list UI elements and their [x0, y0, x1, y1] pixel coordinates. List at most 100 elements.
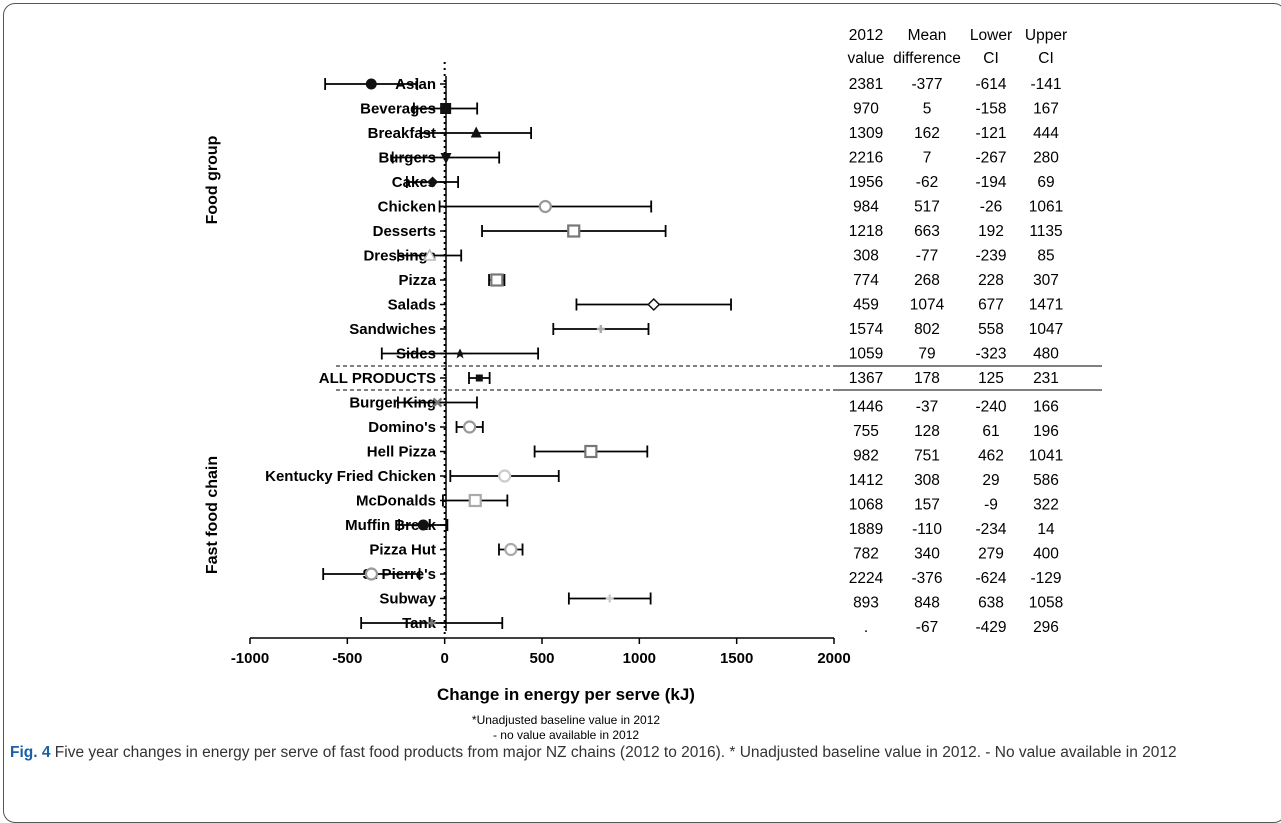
table-cell: 167 — [1033, 101, 1059, 118]
row-burger-king: Burger King — [349, 395, 478, 412]
table-cell: 61 — [982, 423, 999, 440]
point-marker — [440, 153, 452, 164]
row-label: Desserts — [373, 223, 436, 240]
table-header: difference — [893, 50, 961, 67]
fast-food-chain-label: Fast food chain — [204, 456, 221, 574]
table-cell: 69 — [1037, 174, 1054, 191]
table-cell: -37 — [916, 399, 938, 416]
table-cell: -129 — [1030, 570, 1061, 587]
table-cell: 1061 — [1029, 199, 1063, 216]
table-cell: 558 — [978, 321, 1004, 338]
table-cell: 638 — [978, 595, 1004, 612]
row-label: Muffin Break — [345, 517, 437, 534]
point-marker — [440, 103, 452, 114]
table-cell: 663 — [914, 223, 940, 240]
table-cell: 2381 — [849, 76, 883, 93]
footnote-2: - no value available in 2012 — [493, 728, 639, 740]
point-marker — [504, 542, 518, 557]
table-cell: 125 — [978, 370, 1004, 387]
point-marker — [422, 248, 437, 261]
x-tick-label: -1000 — [231, 650, 269, 667]
table-cell: 2224 — [849, 570, 884, 587]
row-muffin-break: Muffin Break — [345, 517, 449, 534]
table-cell: 677 — [978, 297, 1004, 314]
table-header: value — [847, 50, 884, 67]
table-cell: -234 — [975, 521, 1006, 538]
table-cell: -194 — [975, 174, 1006, 191]
point-marker — [427, 619, 436, 627]
table-cell: 586 — [1033, 472, 1059, 489]
table-cell: -62 — [916, 174, 938, 191]
point-marker — [470, 126, 482, 138]
caption-label: Fig. 4 — [10, 744, 51, 761]
table-cell: 1047 — [1029, 321, 1063, 338]
point-marker — [498, 469, 512, 483]
table-cell: 1367 — [849, 370, 883, 387]
table-cell: 751 — [914, 448, 940, 465]
table-cell: 178 — [914, 370, 940, 387]
point-marker — [455, 348, 466, 359]
point-marker — [427, 176, 439, 188]
table-cell: -77 — [916, 248, 938, 265]
row-asian: Asian — [324, 76, 446, 93]
row-cakes: Cakes — [392, 174, 459, 191]
table-cell: -110 — [912, 521, 942, 538]
row-label: Pizza Hut — [369, 542, 436, 559]
x-tick-label: 0 — [440, 650, 448, 667]
point-marker — [490, 273, 504, 287]
table-cell: 308 — [914, 472, 940, 489]
footnote-1: *Unadjusted baseline value in 2012 — [472, 713, 660, 727]
table-header: Upper — [1025, 27, 1067, 44]
row-sandwiches: Sandwiches — [349, 321, 650, 338]
table-cell: 970 — [853, 101, 879, 118]
row-pizza: Pizza — [398, 272, 506, 289]
point-marker — [364, 567, 379, 581]
point-marker — [584, 444, 598, 459]
table-cell: -614 — [975, 76, 1006, 93]
table-cell: -267 — [975, 150, 1006, 167]
table-cell: 444 — [1033, 125, 1059, 142]
table-cell: 1309 — [849, 125, 883, 142]
table-cell: 1074 — [910, 297, 945, 314]
row-tank: Tank — [360, 615, 504, 632]
food-group-label: Food group — [204, 135, 221, 224]
row-label: Pizza — [398, 272, 436, 289]
table-cell: 1135 — [1029, 223, 1062, 240]
row-label: Subway — [379, 591, 436, 608]
row-st-pierre-s: St Pierre's — [322, 566, 446, 583]
row-label: Breakfast — [368, 125, 436, 142]
row-label: Burger King — [349, 395, 436, 412]
caption-text: Five year changes in energy per serve of… — [50, 744, 1177, 761]
table-cell: 231 — [1033, 370, 1059, 387]
value-table: 2012 value Mean difference Lower CI Upper CI 238… — [836, 27, 1102, 636]
axis-text: Food group Fast food chain Change in ene… — [204, 135, 695, 740]
table-cell: 1412 — [849, 472, 883, 489]
point-marker — [475, 374, 483, 382]
table-header: Lower — [970, 27, 1012, 44]
row-subway: Subway — [379, 591, 652, 608]
row-label: McDonalds — [356, 493, 436, 510]
table-cell: 128 — [914, 423, 940, 440]
row-pizza-hut: Pizza Hut — [369, 542, 524, 559]
row-dressings: Dressings — [363, 248, 463, 265]
table-cell: 1059 — [849, 346, 883, 363]
table-cell: 268 — [914, 272, 940, 289]
row-salads: Salads — [388, 297, 732, 314]
table-cell: 755 — [853, 423, 879, 440]
table-cell: -377 — [911, 76, 942, 93]
x-tick-label: 500 — [529, 650, 554, 667]
table-cell: -121 — [975, 125, 1006, 142]
table-cell: -9 — [984, 497, 998, 514]
row-desserts: Desserts — [373, 223, 667, 240]
row-domino-s: Domino's — [368, 419, 484, 436]
table-cell: 802 — [914, 321, 940, 338]
point-marker — [432, 397, 443, 408]
table-cell: 462 — [978, 448, 1004, 465]
table-cell: 893 — [853, 595, 879, 612]
point-marker — [567, 224, 581, 238]
row-label: Beverages — [360, 101, 436, 118]
row-label: ALL PRODUCTS — [319, 370, 436, 387]
x-tick-label: -500 — [332, 650, 362, 667]
table-cell: 1218 — [849, 223, 883, 240]
table-cell: 517 — [914, 199, 940, 216]
